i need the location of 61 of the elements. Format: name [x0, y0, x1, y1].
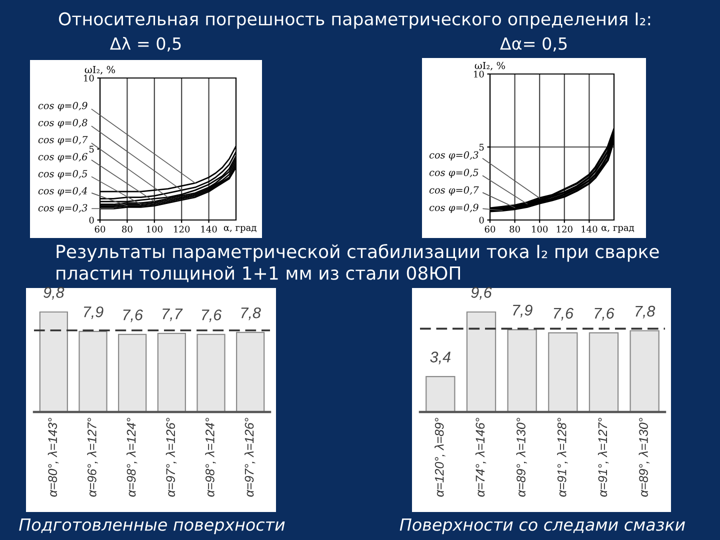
series-label: cos φ=0,4 [38, 187, 88, 196]
x-tick-label: 120 [556, 226, 572, 233]
data-label: 7,6 [594, 308, 614, 321]
data-label: 7,9 [513, 304, 532, 318]
data-label: 7,6 [123, 310, 143, 322]
y-tick-label: 0 [89, 216, 94, 224]
x-tick-label: α=91°, λ=127° [598, 418, 609, 497]
text: cos φ=0,3 [429, 151, 478, 160]
y-tick-label: 10 [84, 74, 94, 82]
x-tick-label: 80 [510, 226, 520, 233]
series-label: cos φ=0,3 [38, 204, 88, 214]
x-axis-title: α, град [602, 226, 634, 233]
text: cos φ=0,6 [38, 152, 88, 162]
data-label: 7,6 [202, 310, 222, 322]
x-tick-label: α=80°, λ=143° [48, 418, 58, 497]
text: Результаты параметрической стабилизации тока I₂ при сварке пластин толщиной 1+1 мм из стали 08ЮП [56, 244, 659, 282]
data-label: 7,9 [84, 306, 104, 320]
x-tick-label: α=98°, λ=124° [126, 418, 138, 497]
text: cos φ=0,8 [38, 118, 88, 128]
x-tick-label: α=120°, λ=89° [434, 418, 446, 497]
x-axis-title: Подготовленные поверхности [19, 518, 285, 534]
x-tick-label: α=96°, λ=127° [87, 418, 98, 497]
x-tick-label: α=97°, λ=126° [244, 418, 256, 497]
x-tick-label: 100 [532, 226, 548, 233]
x-tick-label: 140 [201, 226, 217, 233]
x-tick-label: α=98°, λ=124° [205, 418, 216, 497]
data-label: 7,8 [636, 306, 656, 318]
data-label: 7,6 [554, 308, 574, 321]
text: cos φ=0,7 [38, 136, 88, 146]
x-tick-label: 140 [582, 226, 598, 233]
x-tick-label: 60 [484, 226, 496, 233]
x-tick-label: 120 [174, 226, 190, 233]
text: cos φ=0,9 [38, 102, 88, 112]
y-tick-label: 0 [479, 216, 484, 224]
text: cos φ=0,5 [429, 168, 478, 178]
x-tick-label: α=91°, λ=128° [557, 418, 568, 497]
y-tick-label: 5 [479, 144, 484, 151]
x-tick-label: 60 [94, 226, 106, 233]
data-label: 9,6 [471, 287, 492, 300]
data-label: 7,7 [162, 308, 183, 322]
y-tick-label: 5 [89, 146, 94, 153]
x-tick-label: α=89°, λ=130° [638, 418, 650, 497]
y-axis-title: ωI₂, % [84, 66, 116, 74]
text: cos φ=0,5 [38, 170, 88, 180]
data-label: 7,8 [241, 307, 261, 320]
series-label: cos φ=0,7 [429, 186, 479, 196]
chart-subtitle: Δλ = 0,5 [110, 36, 181, 52]
x-tick-label: 100 [146, 226, 162, 233]
series-label: cos φ=0,9 [429, 204, 478, 214]
data-label: 3,4 [430, 352, 450, 364]
y-tick-label: 10 [474, 70, 484, 78]
x-axis-title: α, град [224, 226, 256, 233]
x-tick-label: α=97°, λ=126° [166, 418, 176, 497]
data-label: 9,8 [44, 287, 64, 300]
y-axis-title: ωI₂, % [474, 62, 506, 70]
x-axis-title: Поверхности со следами смазки [400, 518, 685, 534]
text: Относительная погрешность параметрического определения I₂: [58, 12, 650, 29]
x-tick-label: α=89°, λ=130° [516, 418, 527, 497]
x-tick-label: 80 [122, 226, 132, 233]
x-tick-label: α=74°, λ=146° [475, 418, 486, 497]
chart-subtitle: Δα= 0,5 [500, 37, 567, 52]
